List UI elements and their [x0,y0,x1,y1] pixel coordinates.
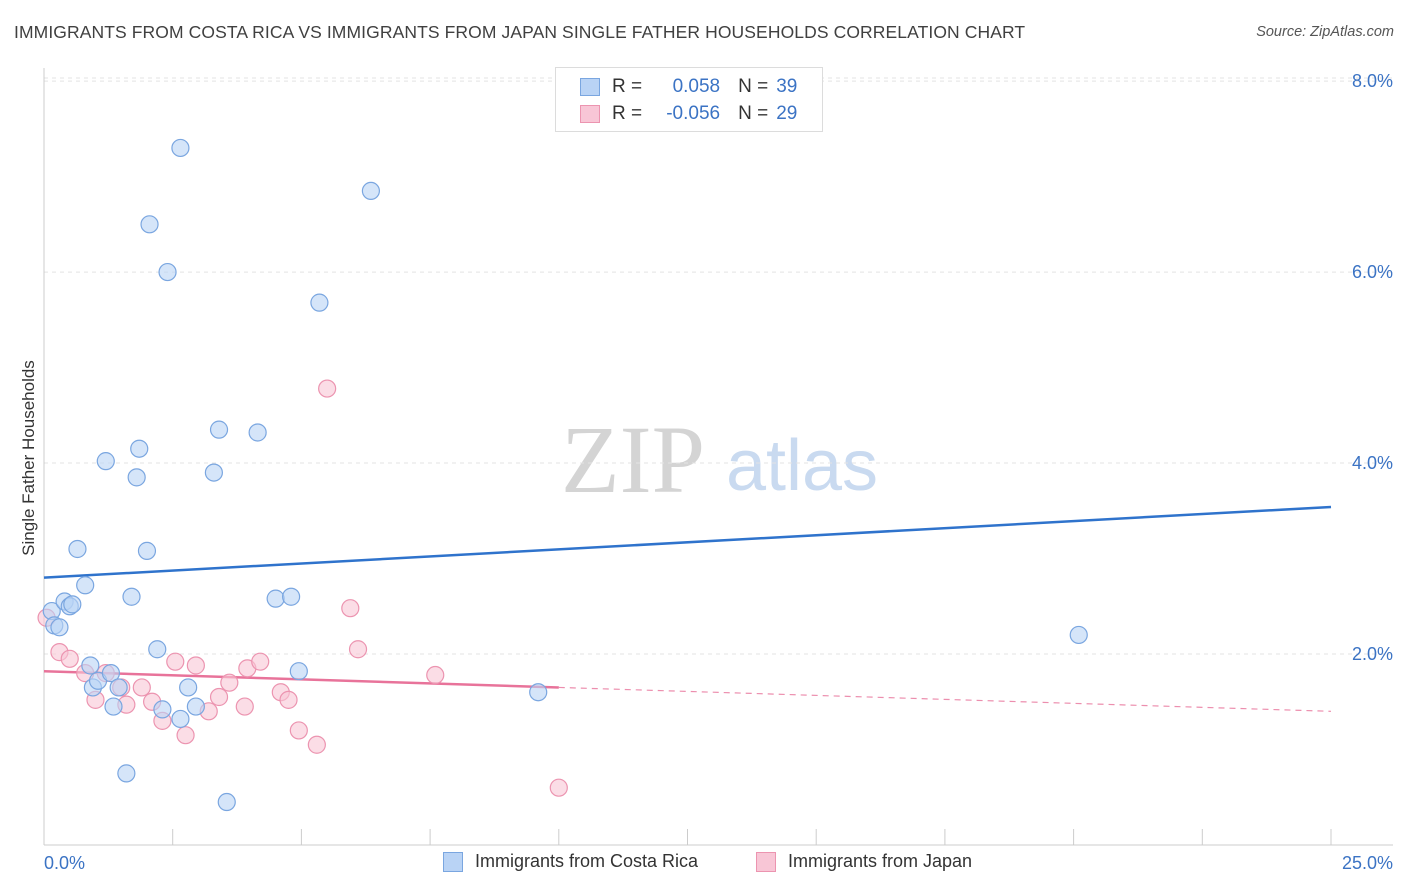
point-costa-rica [186,697,205,716]
point-costa-rica [122,587,141,606]
point-japan [279,690,298,709]
point-costa-rica [289,662,308,681]
series-swatch-costa-rica [443,851,463,872]
point-costa-rica [282,587,301,606]
point-costa-rica [63,595,82,614]
point-japan [348,640,368,659]
watermark: ZIP atlas [561,406,878,513]
point-costa-rica [209,420,229,439]
point-costa-rica [248,423,267,442]
point-japan [220,673,239,692]
y-tick-label: 2.0% [1352,644,1393,664]
point-costa-rica [179,678,198,697]
legend-row-japan: R = -0.056 N = 29 [556,101,797,127]
point-costa-rica [137,541,157,560]
point-costa-rica [1069,625,1088,645]
point-japan [166,652,185,671]
point-japan [289,721,308,740]
point-costa-rica [81,656,100,675]
point-costa-rica [204,463,223,482]
point-costa-rica [117,764,136,783]
legend-n-value: 29 [776,103,798,124]
series-swatch-japan [756,851,776,872]
point-japan [549,778,568,797]
point-costa-rica [361,181,380,201]
series-label-costa-rica: Immigrants from Costa Rica [475,851,699,871]
legend-r-value: -0.056 [666,103,721,124]
series-legend: Immigrants from Costa Rica Immigrants fr… [0,851,1406,877]
point-costa-rica [76,576,95,595]
y-tick-label: 4.0% [1352,453,1393,473]
point-japan [186,656,205,675]
point-japan [341,599,360,618]
point-costa-rica [50,618,69,637]
source-credit: Source: ZipAtlas.com [1256,24,1394,40]
chart-title: IMMIGRANTS FROM COSTA RICA VS IMMIGRANTS… [14,22,1026,42]
point-japan [318,379,337,398]
axes [43,68,1393,846]
point-costa-rica [529,683,548,702]
series-label-japan: Immigrants from Japan [788,851,973,871]
correlation-legend: R = 0.058 N = 39 R = -0.056 N = 29 [555,67,823,132]
point-japan [426,665,445,685]
tick-labels: 2.0% 4.0% 6.0% 8.0% 0.0% 25.0% [44,71,1393,873]
legend-swatch-costa-rica [580,78,600,96]
y-axis-label: Single Father Households [19,360,38,556]
legend-row-costa-rica: R = 0.058 N = 39 [556,74,797,100]
point-japan [251,652,270,671]
trend-line-japan-extended [558,686,1332,712]
legend-n-label: N = [738,103,769,124]
series-legend-japan: Immigrants from Japan [756,851,972,872]
point-costa-rica [266,589,285,608]
watermark-zip: ZIP [561,406,705,513]
point-costa-rica [310,293,329,312]
series-legend-costa-rica: Immigrants from Costa Rica [443,851,698,872]
point-japan [60,649,79,668]
point-costa-rica [217,792,236,812]
point-costa-rica [148,640,167,659]
point-costa-rica [96,452,115,471]
legend-r-label: R = [612,103,643,124]
point-costa-rica [68,539,87,559]
point-japan [132,678,151,697]
y-tick-label: 6.0% [1352,262,1393,282]
x-tick-label-left: 0.0% [44,853,85,873]
legend-swatch-japan [580,105,600,123]
point-costa-rica [171,709,190,729]
point-costa-rica [130,439,149,458]
point-costa-rica [158,262,177,282]
watermark-atlas: atlas [726,426,878,506]
y-tick-label: 8.0% [1352,71,1393,91]
trend-line-costa-rica [43,505,1332,579]
legend-r-value: 0.058 [672,76,721,97]
legend-r-label: R = [612,76,643,97]
point-costa-rica [171,138,190,158]
point-costa-rica [104,697,123,716]
legend-n-value: 39 [776,76,798,97]
point-japan [176,726,195,745]
point-costa-rica [109,678,128,697]
point-japan [307,735,326,754]
point-japan [235,697,254,716]
point-costa-rica [153,700,172,719]
point-costa-rica [127,468,146,487]
legend-n-label: N = [738,76,769,97]
point-costa-rica [140,215,159,234]
point-japan [209,687,229,707]
data-points [37,138,1088,812]
x-tick-label-right: 25.0% [1342,853,1393,873]
point-costa-rica [101,664,121,683]
